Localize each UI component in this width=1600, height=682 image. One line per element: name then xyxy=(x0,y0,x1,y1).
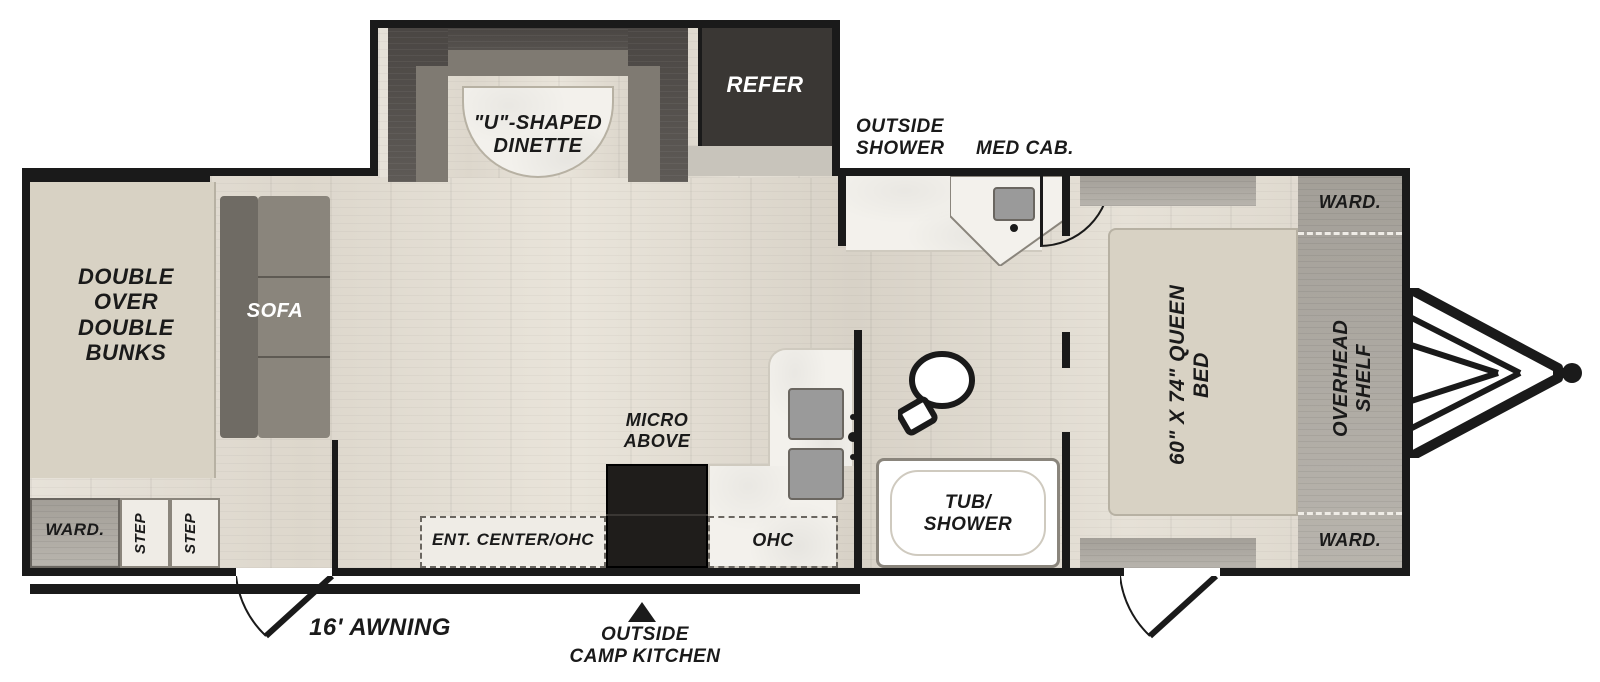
step-1-label: STEP xyxy=(132,504,149,562)
sofa-split-2 xyxy=(258,356,330,358)
med-cab-label: MED CAB. xyxy=(976,138,1096,160)
wall-kitchen-right xyxy=(854,330,862,568)
wall-bath-right-top xyxy=(1062,176,1070,236)
sofa-label: SOFA xyxy=(232,300,318,323)
refer-label: REFER xyxy=(708,72,822,97)
step-2-label: STEP xyxy=(182,504,199,562)
hitch-icon xyxy=(1408,288,1584,458)
sink-2 xyxy=(788,448,844,500)
bunk-label: DOUBLE OVER DOUBLE BUNKS xyxy=(56,264,196,365)
ward-front-bot-label: WARD. xyxy=(1298,530,1402,551)
ward-front-top-label: WARD. xyxy=(1298,192,1402,213)
nightstand-bot xyxy=(1080,538,1256,568)
toilet-icon xyxy=(898,346,978,436)
bunk-wall xyxy=(332,440,338,568)
sofa-split-1 xyxy=(258,276,330,278)
ward-rear-label: WARD. xyxy=(30,520,120,540)
triangle-up-icon xyxy=(628,602,656,622)
wall-kitchen-top-stub xyxy=(838,176,846,246)
sink-1 xyxy=(788,388,844,440)
dinette-label: "U"-SHAPED DINETTE xyxy=(442,112,634,158)
tub-label: TUB/ SHOWER xyxy=(900,492,1036,536)
outside-shower-label: OUTSIDE SHOWER xyxy=(856,116,976,160)
front-col-dash-1 xyxy=(1298,232,1402,235)
queen-label: 60" X 74" QUEEN BED xyxy=(1166,280,1214,470)
stove-split xyxy=(606,514,708,516)
micro-above-label: MICRO ABOVE xyxy=(598,410,716,451)
door-front-swing xyxy=(1120,576,1220,646)
slideout-counter xyxy=(688,146,832,176)
ent-center-label: ENT. CENTER/OHC xyxy=(420,530,606,550)
awning-label: 16' AWNING xyxy=(280,614,480,642)
wall-bath-right-bot xyxy=(1062,432,1070,568)
front-col-dash-2 xyxy=(1298,512,1402,515)
stove xyxy=(606,464,708,568)
nightstand-top xyxy=(1080,176,1256,206)
ohc-label: OHC xyxy=(708,530,838,551)
awning-bar xyxy=(30,584,860,594)
floorplan-stage: DOUBLE OVER DOUBLE BUNKS WARD. STEP STEP… xyxy=(0,0,1600,682)
dinette-back-seat xyxy=(448,50,628,76)
overhead-shelf-label: OVERHEAD SHELF xyxy=(1330,288,1376,468)
wall-bath-右-mid xyxy=(1062,332,1070,368)
outside-camp-kitchen-label: OUTSIDE CAMP KITCHEN xyxy=(560,624,730,668)
